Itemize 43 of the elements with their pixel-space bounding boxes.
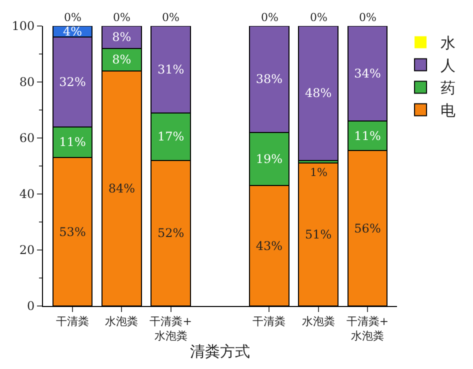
data-label: 11% — [354, 128, 381, 143]
y-tick-label: 80 — [19, 75, 35, 90]
legend-label: 人 — [440, 56, 456, 75]
data-label: 17% — [158, 130, 184, 144]
y-tick-label: 40 — [19, 187, 35, 202]
data-label: 0% — [261, 11, 278, 24]
data-label: 31% — [158, 62, 184, 76]
data-label: 19% — [256, 152, 282, 166]
data-label: 48% — [305, 86, 332, 100]
y-tick-label: 0 — [26, 299, 35, 314]
data-label: 0% — [310, 11, 328, 24]
data-label: 1% — [310, 166, 328, 179]
data-label: 34% — [354, 66, 381, 81]
data-label: 53% — [59, 224, 86, 239]
y-tick-label: 60 — [19, 131, 35, 146]
data-label: 56% — [354, 221, 381, 236]
x-axis-title: 清粪方式 — [190, 342, 250, 360]
bar — [298, 26, 338, 161]
data-label: 43% — [256, 238, 282, 253]
legend-label: 电 — [440, 102, 456, 120]
y-tick-label: 20 — [19, 243, 35, 258]
x-tick-label: 干清粪+水泡粪 — [150, 315, 192, 342]
x-tick-label: 干清粪+水泡粪 — [346, 315, 389, 342]
x-tick-label: 水泡粪 — [105, 315, 138, 328]
x-tick-label: 干清粪 — [252, 315, 286, 328]
x-tick-label: 水泡粪 — [302, 315, 335, 328]
data-label: 38% — [256, 72, 282, 86]
data-label: 0% — [359, 11, 376, 24]
x-tick-label: 干清粪 — [56, 315, 89, 328]
data-label: 8% — [112, 30, 132, 44]
data-label: 11% — [59, 135, 86, 150]
data-label: 0% — [162, 11, 180, 24]
data-label: 32% — [59, 75, 86, 89]
data-label: 51% — [305, 228, 332, 242]
data-label: 8% — [112, 52, 132, 67]
data-label: 84% — [108, 181, 135, 196]
legend-label: 水 — [440, 34, 456, 52]
y-tick-label: 100 — [12, 19, 35, 34]
data-label: 4% — [62, 24, 82, 39]
data-label: 52% — [158, 226, 184, 240]
data-label: 0% — [113, 11, 130, 24]
data-label: 0% — [64, 11, 82, 24]
legend-label: 药 — [440, 79, 456, 98]
